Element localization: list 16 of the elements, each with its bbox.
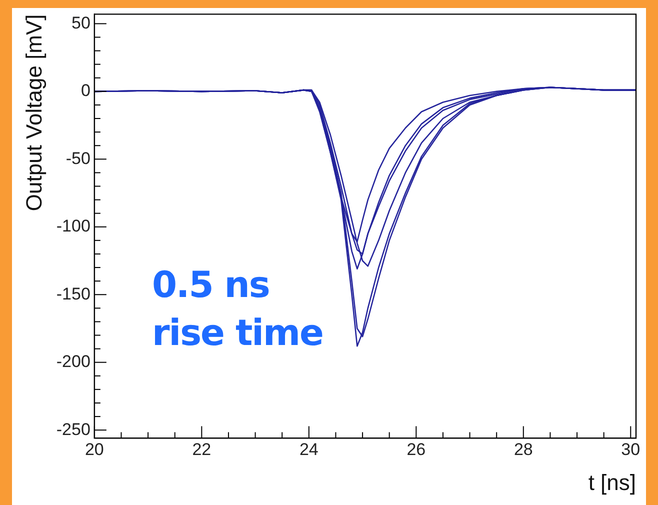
y-tick-label: -150	[56, 284, 90, 304]
x-tick-label: 22	[192, 440, 212, 460]
x-tick-label: 28	[514, 440, 533, 460]
y-axis-title: Output Voltage [mV]	[21, 14, 46, 212]
x-tick-label: 30	[621, 440, 640, 460]
y-tick-label: -250	[56, 420, 90, 439]
x-tick-label: 26	[406, 440, 426, 460]
annotation: 0.5 ns rise time	[152, 264, 324, 356]
x-tick-label: 20	[84, 440, 104, 460]
y-tick-label: 0	[80, 81, 90, 100]
x-axis-title: t [ns]	[588, 470, 636, 495]
y-tick-label: -50	[66, 148, 90, 168]
y-tick-label: -100	[56, 216, 90, 236]
y-tick-label: 50	[72, 13, 90, 32]
y-tick-label: -200	[56, 352, 90, 372]
x-tick-label: 24	[299, 440, 318, 460]
